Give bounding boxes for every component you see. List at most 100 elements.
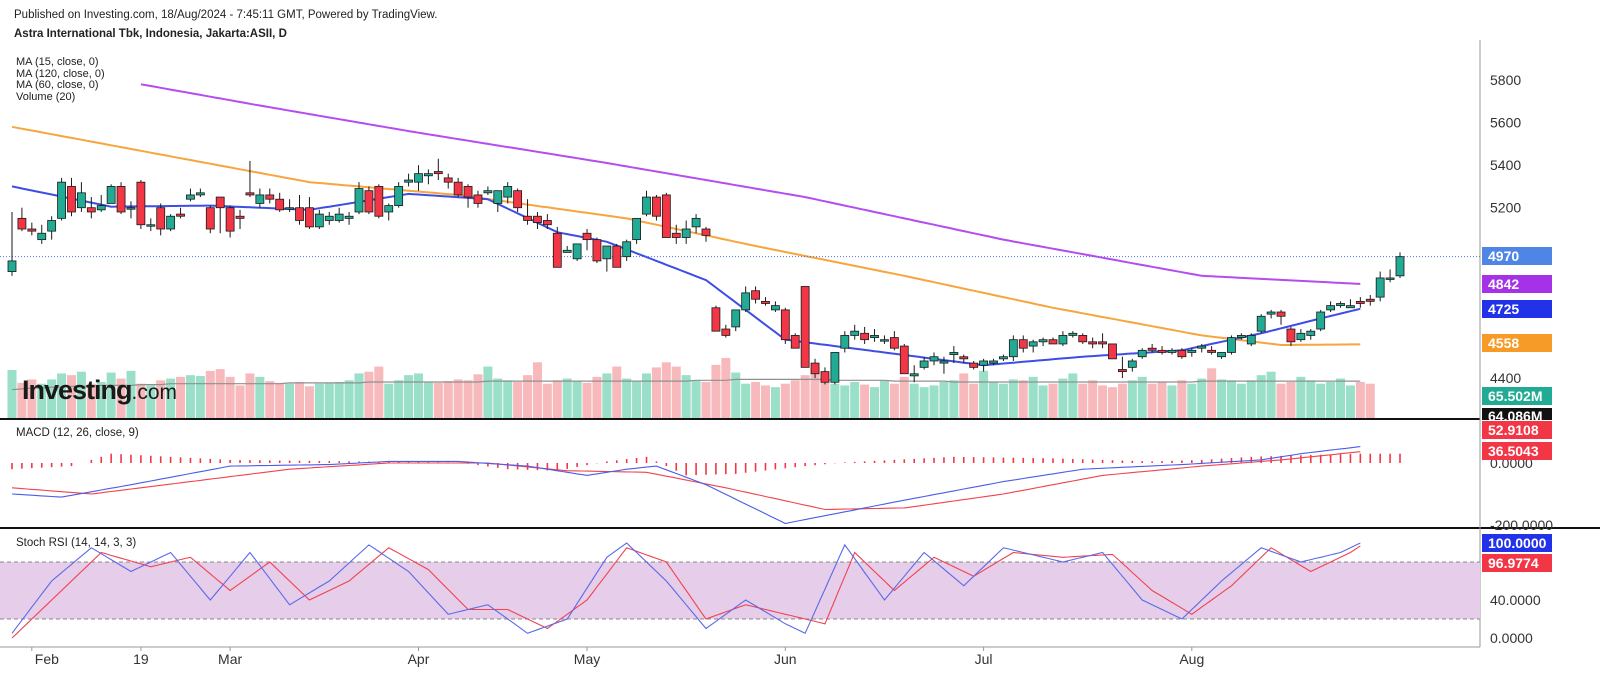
volume-bar <box>532 362 542 418</box>
price-tag-2-bg <box>1482 300 1552 318</box>
candle-body <box>1108 343 1117 360</box>
stoch-tick-label: 0.0000 <box>1490 630 1533 646</box>
candle-body <box>1286 328 1296 343</box>
volume-bar <box>1316 383 1326 418</box>
candle-body <box>1068 332 1078 336</box>
candle-body <box>810 362 820 375</box>
volume-bar <box>1088 380 1098 418</box>
candle-body <box>572 243 582 260</box>
volume-bar <box>513 382 523 418</box>
candle-body <box>1177 349 1187 358</box>
legend-volume[interactable]: Volume (20) <box>16 90 76 103</box>
candle-body <box>1048 339 1058 345</box>
volume-bar <box>830 383 840 418</box>
legend-ma60[interactable]: MA (60, close, 0) <box>16 79 99 91</box>
volume-bar <box>691 380 701 418</box>
volume-bar <box>1286 382 1296 418</box>
volume-bar <box>433 382 443 418</box>
volume-bar <box>1147 383 1157 418</box>
candle-body <box>186 194 195 200</box>
volume-bar <box>681 375 691 418</box>
candle-body <box>295 207 304 221</box>
price-tag-0-bg <box>1482 247 1552 265</box>
published-notice: Published on Investing.com, 18/Aug/2024 … <box>14 9 438 21</box>
candle-body <box>979 360 988 366</box>
volume-bar <box>1306 380 1316 418</box>
candle-body <box>37 232 47 241</box>
candle-body <box>126 207 136 210</box>
investing-logo: Investing.com <box>22 375 178 405</box>
volume-bar <box>1217 379 1227 418</box>
candle-body <box>384 205 394 213</box>
volume-bar <box>304 386 314 418</box>
volume-bar <box>265 381 275 418</box>
volume-bar <box>1078 383 1088 418</box>
volume-bar <box>166 378 176 418</box>
candle-body <box>612 245 622 268</box>
volume-bar <box>106 372 116 418</box>
volume-bar <box>7 370 17 418</box>
candle-body <box>850 330 860 336</box>
candle-body <box>691 217 701 228</box>
volume-bar <box>790 380 800 418</box>
candle-body <box>582 232 592 241</box>
volume-bar <box>770 387 780 418</box>
volume-bar <box>413 373 423 418</box>
candle-body <box>1276 311 1286 317</box>
candle-body <box>1127 360 1137 368</box>
volume-bar <box>701 382 711 418</box>
volume-bar <box>1256 375 1266 418</box>
x-axis-label: Jun <box>774 651 797 667</box>
candle-body <box>989 360 998 364</box>
candle-body <box>642 196 651 215</box>
candle-body <box>949 352 959 355</box>
macd-signal-line <box>11 451 1361 511</box>
volume-bar <box>1018 380 1028 418</box>
volume-bar <box>820 378 830 418</box>
volume-bar <box>1058 378 1068 418</box>
candle-body <box>880 339 889 342</box>
x-axis-label: Mar <box>218 651 242 667</box>
candle-body <box>57 181 66 219</box>
candle-body <box>394 186 404 206</box>
volume-bar <box>314 383 324 418</box>
price-tag-2: 4725 <box>1488 301 1519 317</box>
candle-body <box>1157 349 1167 353</box>
candle-body <box>1306 330 1316 336</box>
volume-bar <box>949 380 959 418</box>
volume-bar <box>909 383 919 418</box>
candle-body <box>860 332 870 341</box>
price-tag-4: 65.502M <box>1488 388 1542 404</box>
candle-body <box>820 371 830 383</box>
candle-body <box>453 181 463 196</box>
candle-body <box>1008 339 1018 358</box>
vol-ma-tag: 64.086M <box>1488 408 1542 424</box>
volume-bar <box>1266 371 1276 418</box>
candle-body <box>1147 347 1157 351</box>
candle-body <box>909 373 919 377</box>
candle-body <box>27 228 37 232</box>
volume-bar <box>632 381 642 418</box>
volume-bar <box>176 376 186 418</box>
volume-bar <box>463 380 473 418</box>
legend-ma120[interactable]: MA (120, close, 0) <box>16 67 105 80</box>
candle-body <box>771 305 780 311</box>
candle-body <box>47 220 57 232</box>
candle-body <box>77 192 86 209</box>
volume-bar <box>1028 376 1038 418</box>
price-tag-3-bg <box>1482 334 1552 352</box>
legend-ma15[interactable]: MA (15, close, 0) <box>16 56 99 68</box>
candle-body <box>1365 298 1375 302</box>
price-tick-label: 5800 <box>1490 72 1521 88</box>
candle-body <box>870 335 879 338</box>
candle-body <box>632 217 641 241</box>
volume-bar <box>404 375 414 418</box>
indicator-legend: MA (15, close, 0) MA (120, close, 0) MA … <box>16 56 105 103</box>
candle-body <box>1266 311 1276 315</box>
candle-body <box>523 215 532 221</box>
volume-bar <box>205 370 215 418</box>
volume-bar <box>136 383 146 418</box>
candle-body <box>761 300 770 304</box>
volume-bar <box>235 385 245 418</box>
